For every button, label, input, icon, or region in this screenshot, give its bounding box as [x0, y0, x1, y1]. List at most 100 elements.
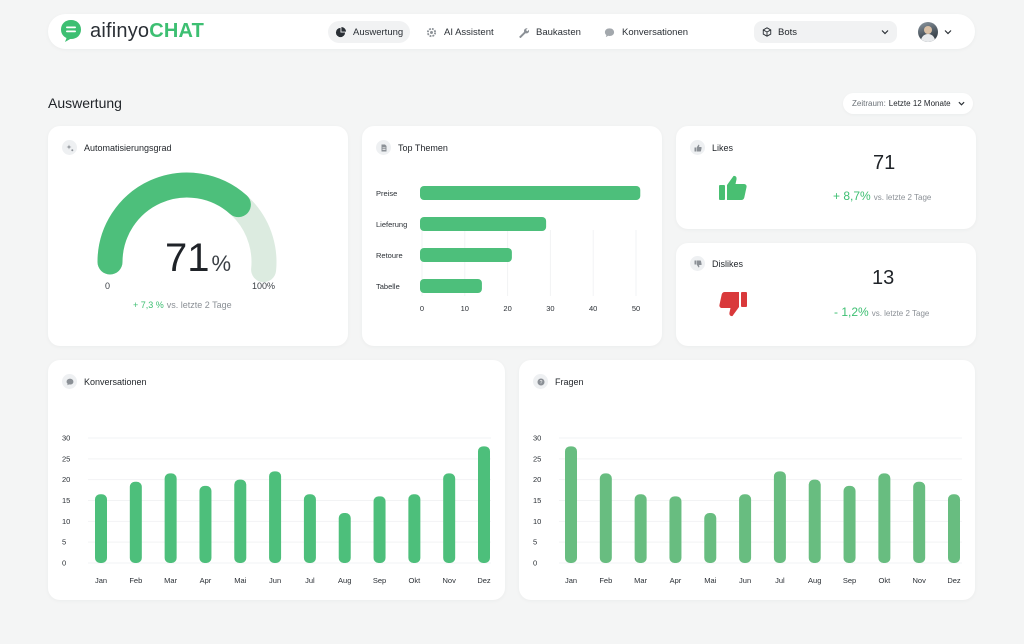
x-tick-label: Jul	[305, 576, 315, 585]
x-tick-label: Dez	[947, 576, 961, 585]
gauge-fill	[97, 172, 251, 275]
bar[interactable]	[373, 496, 386, 563]
sparkle-icon	[62, 140, 77, 155]
x-tick-label: 50	[632, 304, 640, 313]
y-tick-label: 0	[62, 559, 66, 568]
x-tick-label: 30	[546, 304, 554, 313]
nav-item-baukasten[interactable]: Baukasten	[511, 21, 588, 43]
y-tick-label: 5	[62, 538, 66, 547]
bar[interactable]	[420, 217, 547, 231]
y-tick-label: 25	[62, 454, 70, 463]
bar[interactable]	[338, 513, 351, 563]
x-tick-label: 0	[420, 304, 424, 313]
gauge-min-label: 0	[105, 281, 111, 291]
category-label: Retoure	[376, 251, 403, 260]
card-header: Dislikes	[690, 256, 743, 271]
card-header: Automatisierungsgrad	[62, 140, 172, 155]
bar[interactable]	[420, 279, 482, 293]
nav-item-ai-assistent[interactable]: AI Assistent	[419, 21, 501, 43]
card-header: Top Themen	[376, 140, 448, 155]
bar[interactable]	[704, 513, 717, 563]
automation-gauge	[97, 172, 277, 283]
dislikes-delta: - 1,2% vs. letzte 2 Tage	[834, 305, 930, 319]
y-tick-label: 10	[62, 517, 70, 526]
cube-icon	[762, 27, 772, 37]
card-header: ? Fragen	[533, 374, 584, 389]
bar[interactable]	[878, 473, 891, 563]
x-tick-label: Mai	[234, 576, 246, 585]
bar[interactable]	[669, 496, 682, 563]
fragen-chart: 0 5 10 15 20 25 30 Jan Feb Mar Apr Mai Jun Jul Aug Sep O…	[533, 434, 962, 585]
brand-logo[interactable]: aifinyoCHAT	[60, 19, 204, 43]
x-tick-label: Jan	[565, 576, 577, 585]
bar[interactable]	[420, 248, 512, 262]
x-tick-label: Okt	[409, 576, 422, 585]
bar[interactable]	[843, 485, 856, 563]
page-title: Auswertung	[48, 95, 122, 111]
y-tick-label: 10	[533, 517, 541, 526]
document-icon	[376, 140, 391, 155]
thumbs-down-icon	[719, 292, 747, 317]
card-header: Konversationen	[62, 374, 147, 389]
bar[interactable]	[408, 494, 421, 563]
likes-value: 71	[873, 152, 896, 174]
bar[interactable]	[95, 494, 107, 563]
bar[interactable]	[948, 494, 960, 563]
x-tick-label: Feb	[129, 576, 142, 585]
thumbs-up-icon	[719, 175, 747, 200]
bar[interactable]	[773, 471, 786, 563]
x-tick-label: Nov	[443, 576, 457, 585]
bar[interactable]	[599, 473, 612, 563]
card-title: Konversationen	[84, 376, 147, 387]
card-title: Fragen	[555, 376, 584, 387]
bar[interactable]	[199, 485, 212, 563]
nav-item-auswertung[interactable]: Auswertung	[328, 21, 411, 43]
nav-item-konversationen[interactable]: Konversationen	[597, 21, 695, 43]
chevron-down-icon[interactable]	[944, 28, 952, 36]
category-label: Tabelle	[376, 282, 400, 291]
bar[interactable]	[269, 471, 282, 563]
period-select[interactable]: Zeitraum: Letzte 12 Monate	[843, 93, 973, 114]
bar[interactable]	[808, 479, 821, 563]
y-tick-label: 30	[533, 434, 541, 443]
bar[interactable]	[478, 446, 490, 563]
bar[interactable]	[565, 446, 577, 563]
y-tick-label: 25	[533, 454, 541, 463]
bar[interactable]	[634, 494, 647, 563]
chevron-down-icon	[958, 101, 965, 106]
konversationen-card: Konversationen 0 5 10 15 20 25 30 Jan Feb Mar Apr M…	[48, 360, 505, 600]
y-tick-label: 15	[533, 496, 541, 505]
x-tick-label: Aug	[338, 576, 351, 585]
top-navigation: aifinyoCHAT Auswertung AI Assistent Bauk…	[48, 14, 975, 49]
x-tick-label: Sep	[843, 576, 856, 585]
bar[interactable]	[739, 494, 752, 563]
x-tick-label: Apr	[670, 576, 682, 585]
x-tick-label: Mai	[704, 576, 716, 585]
x-tick-label: Jun	[739, 576, 751, 585]
bar[interactable]	[443, 473, 456, 563]
thumbs-down-small-icon	[690, 256, 705, 271]
x-tick-label: Jun	[269, 576, 281, 585]
y-tick-label: 30	[62, 434, 70, 443]
brand-name: aifinyoCHAT	[90, 19, 205, 42]
x-tick-label: Jul	[775, 576, 785, 585]
y-tick-label: 0	[533, 559, 537, 568]
y-tick-label: 20	[533, 475, 541, 484]
bar[interactable]	[303, 494, 316, 563]
pie-chart-icon	[335, 26, 346, 37]
bar[interactable]	[913, 481, 926, 563]
question-icon: ?	[533, 374, 548, 389]
user-avatar[interactable]	[918, 22, 938, 42]
gear-icon	[426, 27, 437, 37]
dislikes-card: Dislikes 13 - 1,2% vs. letzte 2 Tage	[676, 243, 976, 346]
category-label: Preise	[376, 189, 397, 198]
bar[interactable]	[234, 479, 247, 563]
bots-select[interactable]: Bots	[754, 21, 897, 43]
bar[interactable]	[420, 186, 641, 200]
bar[interactable]	[164, 473, 177, 563]
automation-delta: + 7,3 % vs. letzte 2 Tage	[133, 300, 232, 310]
chevron-down-icon	[881, 30, 889, 35]
gauge-value: 71%	[164, 236, 232, 280]
x-tick-label: Aug	[808, 576, 821, 585]
bar[interactable]	[129, 481, 142, 563]
